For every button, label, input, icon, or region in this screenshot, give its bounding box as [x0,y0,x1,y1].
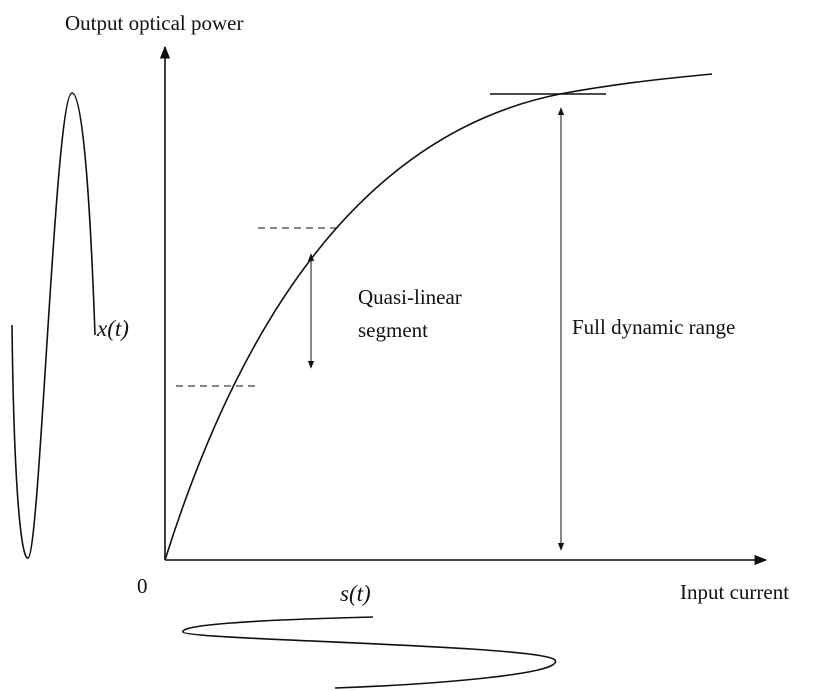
input-wave [182,616,556,689]
origin-label: 0 [137,574,148,598]
quasi-linear-label: Quasi-linear [358,285,462,309]
quasi-linear-label: segment [358,318,428,342]
y-axis-label: Output optical power [65,11,243,35]
response-curve [164,73,713,561]
full-range-label: Full dynamic range [572,315,735,339]
output-label: x(t) [96,316,129,341]
input-label: s(t) [340,581,371,606]
x-axis-label: Input current [680,580,789,604]
output-wave [11,92,96,559]
